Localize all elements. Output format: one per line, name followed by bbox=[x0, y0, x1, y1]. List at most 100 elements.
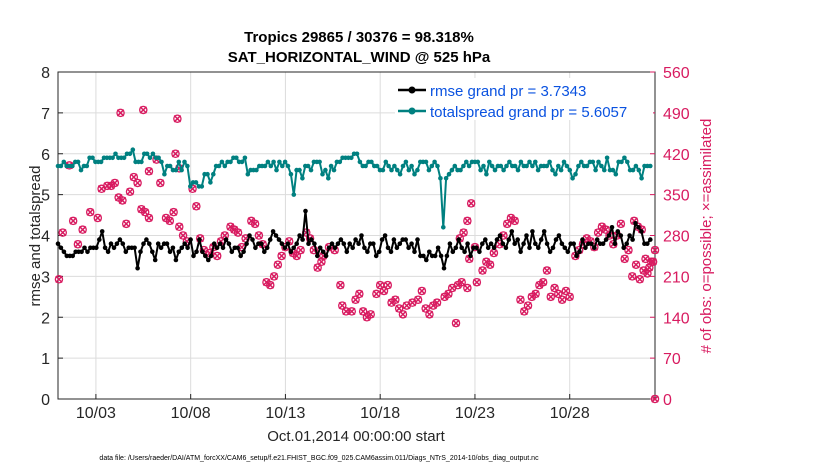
obs-assimilated-point bbox=[156, 179, 165, 187]
right-y-axis-label: # of obs: o=possible; ×=assimilated bbox=[698, 119, 715, 354]
rmse-point bbox=[580, 237, 585, 242]
totalspread-point bbox=[553, 171, 558, 177]
legend-spread-marker bbox=[408, 107, 416, 115]
rmse-point bbox=[483, 237, 488, 242]
totalspread-point bbox=[354, 151, 360, 157]
totalspread-point bbox=[406, 167, 412, 173]
rmse-point bbox=[530, 229, 535, 234]
rmse-point bbox=[259, 241, 264, 246]
y-tick-label: 0 bbox=[41, 392, 50, 409]
obs-possible-point bbox=[250, 219, 260, 229]
totalspread-point bbox=[274, 167, 279, 173]
right-y-tick-label: 350 bbox=[663, 188, 690, 205]
totalspread-point bbox=[636, 167, 642, 173]
totalspread-point bbox=[579, 159, 584, 165]
y-tick-label: 6 bbox=[41, 147, 50, 164]
obs-assimilated-point bbox=[78, 225, 87, 234]
totalspread-point bbox=[461, 163, 466, 169]
totalspread-point bbox=[331, 167, 337, 173]
y-axis-label: rmse and totalspread bbox=[27, 166, 44, 307]
rmse-point bbox=[191, 253, 196, 259]
obs-assimilated-point bbox=[270, 272, 278, 281]
chart-title: Tropics 29865 / 30376 = 98.318% bbox=[244, 29, 474, 46]
obs-possible-point bbox=[355, 289, 364, 299]
totalspread-point bbox=[610, 167, 616, 173]
rmse-point bbox=[600, 241, 606, 246]
obs-assimilated-point bbox=[459, 228, 468, 237]
rmse-point bbox=[200, 249, 205, 255]
totalspread-point bbox=[383, 159, 389, 165]
totalspread-point bbox=[317, 159, 322, 165]
right-y-tick-label: 280 bbox=[663, 229, 690, 246]
rmse-point bbox=[527, 245, 532, 251]
totalspread-point bbox=[512, 163, 518, 169]
rmse-point bbox=[488, 241, 494, 246]
rmse-point bbox=[197, 237, 202, 242]
obs-possible-point bbox=[413, 295, 423, 304]
obs-assimilated-point bbox=[126, 187, 134, 196]
totalspread-point bbox=[167, 163, 173, 169]
obs-assimilated-point bbox=[251, 220, 259, 228]
obs-possible-point bbox=[645, 263, 654, 272]
totalspread-point bbox=[558, 167, 564, 173]
totalspread-point bbox=[395, 167, 400, 173]
obs-possible-point bbox=[550, 283, 559, 293]
obs-assimilated-point bbox=[620, 255, 629, 263]
obs-assimilated-point bbox=[486, 260, 494, 269]
obs-possible-point bbox=[417, 286, 427, 296]
obs-possible-point bbox=[478, 266, 487, 275]
obs-possible-point bbox=[358, 307, 368, 316]
rmse-point bbox=[152, 257, 158, 263]
totalspread-point bbox=[185, 163, 190, 169]
rmse-point bbox=[55, 241, 61, 246]
rmse-point bbox=[238, 253, 243, 259]
obs-assimilated-point bbox=[59, 228, 67, 237]
obs-possible-point bbox=[631, 260, 641, 269]
rmse-point bbox=[503, 245, 509, 251]
rmse-point bbox=[294, 241, 300, 246]
rmse-point bbox=[102, 245, 108, 251]
rmse-point bbox=[111, 245, 117, 251]
rmse-point bbox=[645, 241, 650, 246]
rmse-point bbox=[264, 245, 270, 251]
obs-possible-point bbox=[110, 178, 120, 188]
rmse-point bbox=[562, 245, 568, 251]
obs-possible-point bbox=[139, 105, 148, 115]
x-axis-label: Oct.01,2014 00:00:00 start bbox=[267, 428, 445, 445]
rmse-point bbox=[99, 229, 105, 234]
rmse-point bbox=[627, 233, 632, 238]
y-tick-label: 3 bbox=[41, 269, 50, 286]
totalspread-point bbox=[234, 155, 239, 161]
obs-possible-point bbox=[398, 310, 408, 319]
rmse-point bbox=[85, 249, 90, 255]
obs-possible-point bbox=[372, 289, 381, 299]
totalspread-point bbox=[524, 163, 529, 169]
totalspread-point bbox=[75, 159, 81, 165]
totalspread-point bbox=[208, 180, 213, 185]
rmse-point bbox=[500, 241, 506, 246]
obs-possible-point bbox=[531, 289, 540, 299]
totalspread-point bbox=[498, 163, 504, 169]
obs-assimilated-point bbox=[133, 179, 142, 187]
totalspread-point bbox=[282, 159, 288, 165]
rmse-point bbox=[512, 241, 517, 246]
totalspread-point bbox=[604, 155, 610, 161]
obs-possible-point bbox=[593, 228, 603, 237]
totalspread-point bbox=[193, 180, 199, 185]
obs-possible-point bbox=[463, 283, 472, 293]
totalspread-point bbox=[415, 167, 420, 173]
totalspread-point bbox=[162, 171, 167, 177]
rmse-point bbox=[262, 249, 267, 255]
rmse-point bbox=[353, 237, 358, 242]
rmse-point bbox=[385, 245, 391, 251]
totalspread-point bbox=[363, 163, 368, 169]
y-tick-label: 1 bbox=[41, 351, 50, 368]
obs-assimilated-point bbox=[255, 231, 263, 240]
rmse-point bbox=[477, 249, 482, 255]
totalspread-point bbox=[150, 151, 156, 157]
obs-assimilated-point bbox=[617, 220, 625, 228]
rmse-point bbox=[382, 233, 388, 238]
obs-assimilated-point bbox=[452, 319, 460, 327]
rmse-point bbox=[462, 249, 467, 255]
obs-assimilated-point bbox=[628, 272, 636, 281]
